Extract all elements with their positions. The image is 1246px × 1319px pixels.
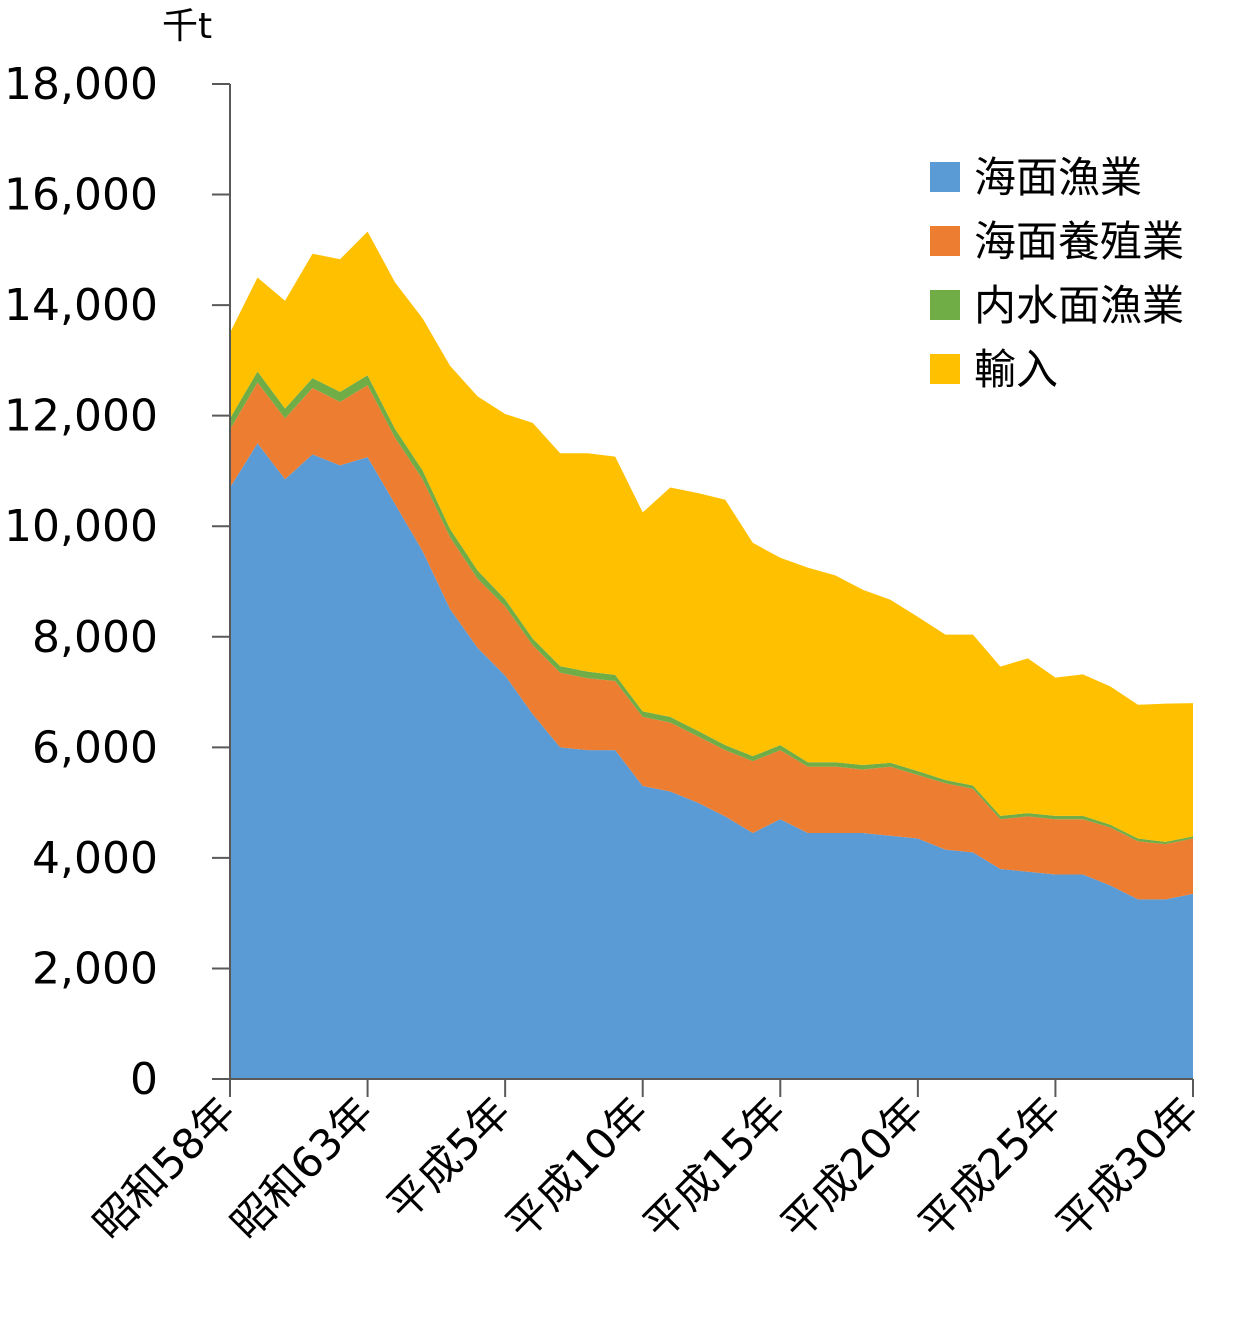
legend-swatch	[930, 162, 960, 192]
y-tick-label: 0	[130, 1054, 158, 1105]
x-tick-label: 平成25年	[909, 1087, 1071, 1249]
legend-swatch	[930, 290, 960, 320]
legend-label: 内水面漁業	[974, 281, 1184, 330]
y-tick-label: 12,000	[4, 391, 158, 442]
y-tick-label: 2,000	[32, 943, 158, 994]
x-tick-label: 平成20年	[771, 1087, 933, 1249]
y-tick-label: 16,000	[4, 170, 158, 221]
x-tick-label: 平成10年	[496, 1087, 658, 1249]
x-tick-label: 平成5年	[378, 1087, 521, 1230]
y-tick-label: 10,000	[4, 501, 158, 552]
x-tick-label: 平成30年	[1047, 1087, 1209, 1249]
x-tick-label: 平成15年	[634, 1087, 796, 1249]
area-series-2	[230, 382, 1193, 900]
y-axis-unit-label: 千t	[162, 6, 212, 47]
area-series-1	[230, 443, 1193, 1079]
legend-label: 輸入	[974, 345, 1058, 394]
y-tick-label: 4,000	[32, 833, 158, 884]
x-tick-label: 昭和63年	[221, 1087, 383, 1249]
legend-swatch	[930, 226, 960, 256]
legend-label: 海面漁業	[974, 153, 1142, 202]
y-tick-label: 8,000	[32, 612, 158, 663]
legend-label: 海面養殖業	[974, 217, 1184, 266]
y-tick-label: 6,000	[32, 722, 158, 773]
area-series-group	[230, 231, 1193, 1079]
y-tick-label: 14,000	[4, 280, 158, 331]
area-series-4	[230, 231, 1193, 842]
y-tick-label: 18,000	[4, 59, 158, 110]
x-tick-label: 昭和58年	[84, 1087, 246, 1249]
legend-swatch	[930, 354, 960, 384]
